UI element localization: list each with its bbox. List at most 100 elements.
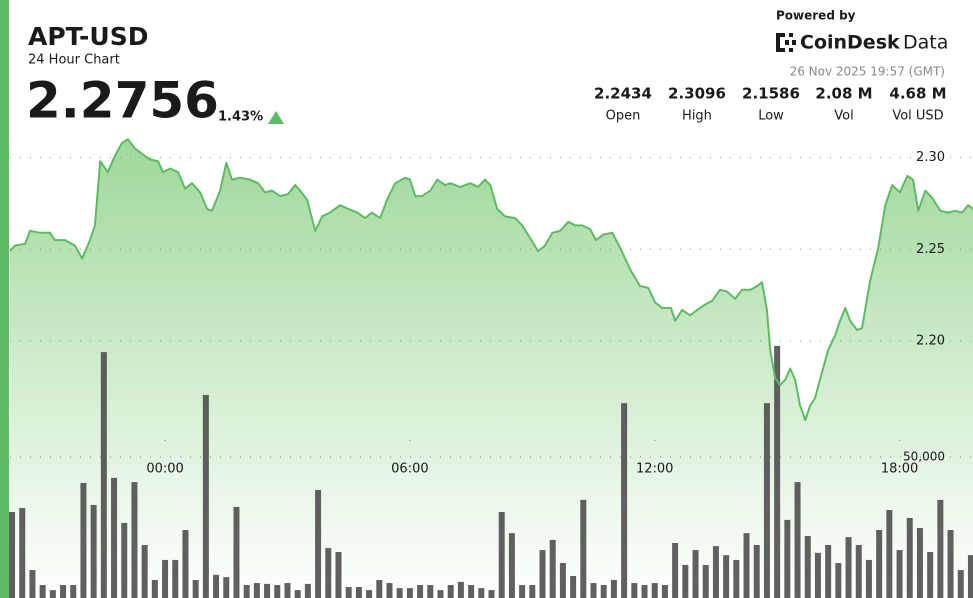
x-tick-label: 12:00 xyxy=(636,462,673,477)
volume-bar xyxy=(233,506,240,598)
volume-bar xyxy=(243,585,250,598)
price: 2.2756 xyxy=(26,72,219,130)
volume-bar xyxy=(753,544,760,598)
volume-bar xyxy=(468,585,475,598)
volume-bar xyxy=(284,583,291,598)
volume-bar xyxy=(835,563,842,598)
volume-bar xyxy=(29,570,36,598)
volume-bar xyxy=(804,535,811,598)
volume-bar xyxy=(151,579,158,598)
volume-bar xyxy=(570,576,577,598)
plot: 2.20 2.25 2.30 50,000 00:00 06:00 12:00 18:00 xyxy=(9,138,973,598)
volume-bar xyxy=(396,588,403,598)
volume-bar xyxy=(896,550,903,598)
volume-bar xyxy=(661,585,668,598)
volume-bar xyxy=(80,482,87,598)
volume-bar xyxy=(498,511,505,598)
volume-bar xyxy=(253,583,260,598)
volume-bar xyxy=(967,555,973,598)
volume-bar xyxy=(621,403,628,598)
volume-bar xyxy=(733,559,740,598)
volume-bar xyxy=(886,510,893,598)
volume-bar xyxy=(784,519,791,598)
volume-bar xyxy=(712,546,719,598)
volume-bar xyxy=(478,588,485,598)
y-tick-label: 2.20 xyxy=(916,334,945,349)
volume-bar xyxy=(192,579,199,598)
volume-bar xyxy=(70,585,77,598)
volume-bar xyxy=(865,559,872,598)
stat-label: Low xyxy=(758,109,784,124)
volume-bar xyxy=(529,585,536,598)
volume-bar xyxy=(437,590,444,598)
volume-bar xyxy=(906,517,913,598)
volume-bar xyxy=(631,583,638,598)
volume-bar xyxy=(121,522,128,598)
volume-bar xyxy=(682,565,689,598)
volume-bar xyxy=(672,543,679,598)
accent-bar xyxy=(0,0,9,598)
volume-bar xyxy=(916,528,923,598)
volume-bar xyxy=(876,530,883,598)
stat-value: 2.1586 xyxy=(742,85,800,103)
volume-bar xyxy=(366,590,373,598)
volume-bar xyxy=(743,533,750,598)
volume-bar xyxy=(202,394,209,598)
volume-bar xyxy=(39,585,46,598)
volume-bar xyxy=(845,537,852,598)
stat-label: High xyxy=(682,109,712,124)
volume-bar xyxy=(692,550,699,598)
price-line xyxy=(9,138,973,421)
volume-bar xyxy=(376,579,383,598)
volume-bar xyxy=(937,499,944,598)
volume-bar xyxy=(519,585,526,598)
volume-bar xyxy=(386,583,393,598)
volume-bar xyxy=(508,533,515,598)
powered-by: Powered by xyxy=(776,9,856,23)
volume-bar xyxy=(304,583,311,598)
stat-value: 2.3096 xyxy=(668,85,726,103)
volume-bar xyxy=(774,345,781,598)
volume-bar xyxy=(335,552,342,598)
volume-bar xyxy=(49,590,56,598)
volume-bar xyxy=(539,550,546,598)
volume-bar xyxy=(549,539,556,598)
volume-bar xyxy=(315,489,322,598)
volume-bar xyxy=(60,585,67,598)
volume-bar xyxy=(559,563,566,598)
brand-icon xyxy=(776,33,796,52)
x-tick-label: 00:00 xyxy=(146,462,183,477)
volume-bar xyxy=(111,477,118,598)
change: 1.43% xyxy=(218,110,263,125)
volume-bar xyxy=(417,585,424,598)
volume-bar xyxy=(488,590,495,598)
volume-bar xyxy=(355,587,362,598)
x-tick-label: 18:00 xyxy=(881,462,918,477)
stat-label: Vol USD xyxy=(892,109,943,124)
volume-bar xyxy=(600,585,607,598)
stat-value: 2.2434 xyxy=(594,85,652,103)
volume-bar xyxy=(325,548,332,598)
brand-suffix: Data xyxy=(903,32,948,54)
volume-bar xyxy=(702,565,709,598)
volume-bar xyxy=(345,587,352,598)
volume-bar xyxy=(457,581,464,598)
brand-name: CoinDesk xyxy=(800,32,900,54)
volume-bar xyxy=(213,574,220,598)
volume-bar xyxy=(947,530,954,598)
volume-bar xyxy=(610,579,617,598)
volume-bar xyxy=(131,482,138,598)
volume-bar xyxy=(100,352,107,598)
volume-bar xyxy=(794,482,801,598)
volume-bar xyxy=(9,511,16,598)
volume-bar xyxy=(172,559,179,598)
volume-bar xyxy=(814,552,821,598)
stats: 2.2434 Open 2.3096 High 2.1586 Low 2.08 M Vol 4.… xyxy=(594,85,947,124)
volume-bar xyxy=(590,583,597,598)
volume-bar xyxy=(223,577,230,598)
volume-bar xyxy=(264,583,271,598)
volume-bar xyxy=(182,530,189,598)
timestamp: 26 Nov 2025 19:57 (GMT) xyxy=(790,65,945,79)
volume-bar xyxy=(927,552,934,598)
